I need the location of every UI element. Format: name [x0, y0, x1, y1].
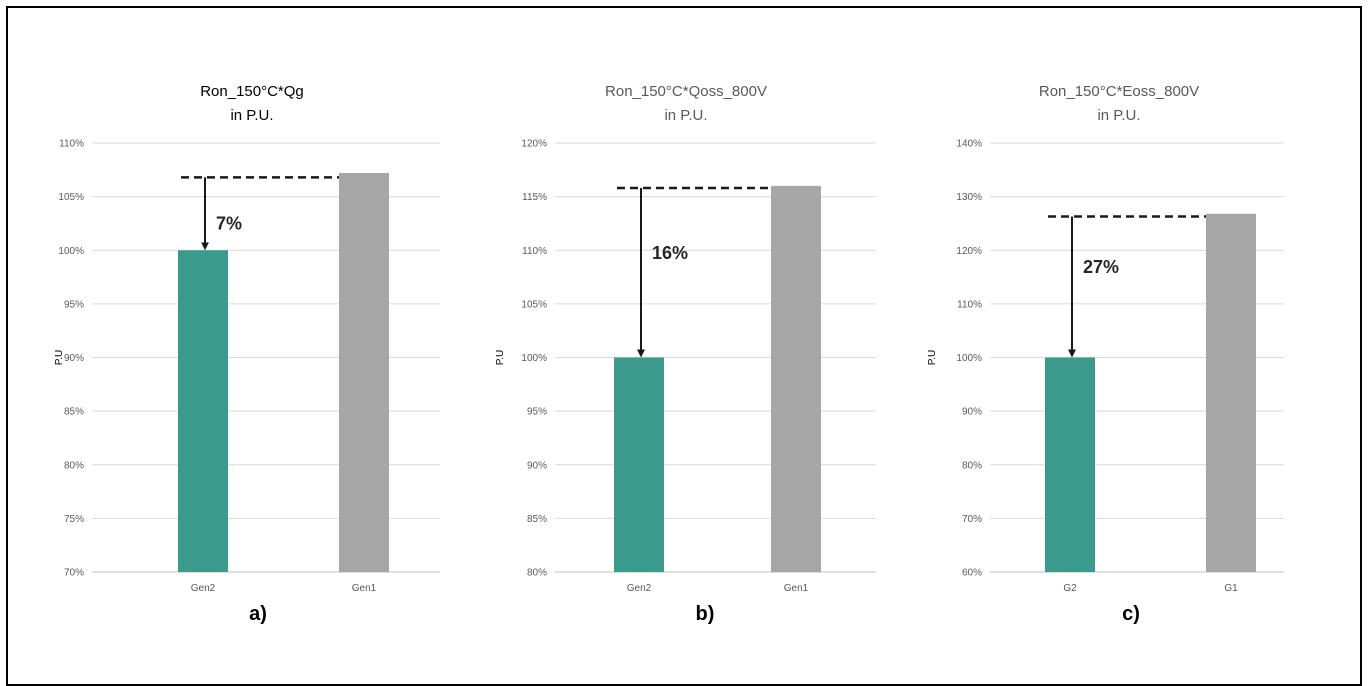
y-tick-label: 100%	[521, 353, 547, 364]
y-tick-label: 70%	[64, 568, 84, 579]
y-tick-label: 85%	[527, 514, 547, 525]
panel-label: a)	[249, 603, 267, 625]
delta-label: 7%	[216, 213, 242, 233]
y-tick-label: 140%	[956, 139, 982, 150]
y-tick-label: 105%	[521, 299, 547, 310]
y-tick-label: 110%	[957, 299, 982, 310]
chart-subtitle: in P.U.	[230, 107, 273, 124]
y-tick-label: 75%	[64, 514, 84, 525]
chart-title: Ron_150°C*Qg	[200, 83, 304, 100]
y-tick-label: 80%	[962, 460, 982, 471]
bar-g1	[1206, 213, 1256, 572]
category-label: G2	[1063, 583, 1077, 594]
y-tick-label: 85%	[64, 407, 84, 418]
y-tick-label: 115%	[522, 192, 547, 203]
bar-g2	[1045, 357, 1095, 572]
y-tick-label: 120%	[956, 246, 982, 257]
y-axis-label: P.U	[927, 350, 938, 365]
panel-label: c)	[1122, 603, 1140, 625]
panel-label: b)	[696, 603, 715, 625]
y-tick-label: 80%	[527, 568, 547, 579]
y-tick-label: 100%	[58, 246, 84, 257]
y-tick-label: 95%	[527, 407, 547, 418]
category-label: G1	[1224, 583, 1238, 594]
y-tick-label: 90%	[527, 460, 547, 471]
category-label: Gen1	[352, 583, 377, 594]
y-axis-label: P.U	[54, 350, 65, 365]
y-tick-label: 130%	[956, 192, 982, 203]
chart-title: Ron_150°C*Eoss_800V	[1039, 83, 1199, 100]
figure-frame	[6, 6, 1362, 686]
y-axis-label: P.U	[495, 350, 506, 365]
y-tick-label: 80%	[64, 460, 84, 471]
bar-gen2	[614, 357, 664, 572]
category-label: Gen2	[627, 583, 652, 594]
category-label: Gen1	[784, 583, 809, 594]
y-tick-label: 90%	[962, 407, 982, 418]
y-tick-label: 95%	[64, 299, 84, 310]
y-tick-label: 90%	[64, 353, 84, 364]
bar-gen2	[178, 250, 228, 572]
y-tick-label: 105%	[58, 192, 84, 203]
delta-label: 27%	[1083, 257, 1119, 277]
bar-gen1	[339, 173, 389, 572]
y-tick-label: 110%	[59, 139, 84, 150]
chart-subtitle: in P.U.	[1097, 107, 1140, 124]
y-tick-label: 100%	[956, 353, 982, 364]
y-tick-label: 60%	[962, 568, 982, 579]
chart-subtitle: in P.U.	[664, 107, 707, 124]
category-label: Gen2	[191, 583, 216, 594]
bar-gen1	[771, 185, 821, 572]
delta-label: 16%	[652, 243, 688, 263]
y-tick-label: 110%	[522, 246, 547, 257]
chart-title: Ron_150°C*Qoss_800V	[605, 83, 767, 100]
y-tick-label: 120%	[521, 139, 547, 150]
y-tick-label: 70%	[962, 514, 982, 525]
